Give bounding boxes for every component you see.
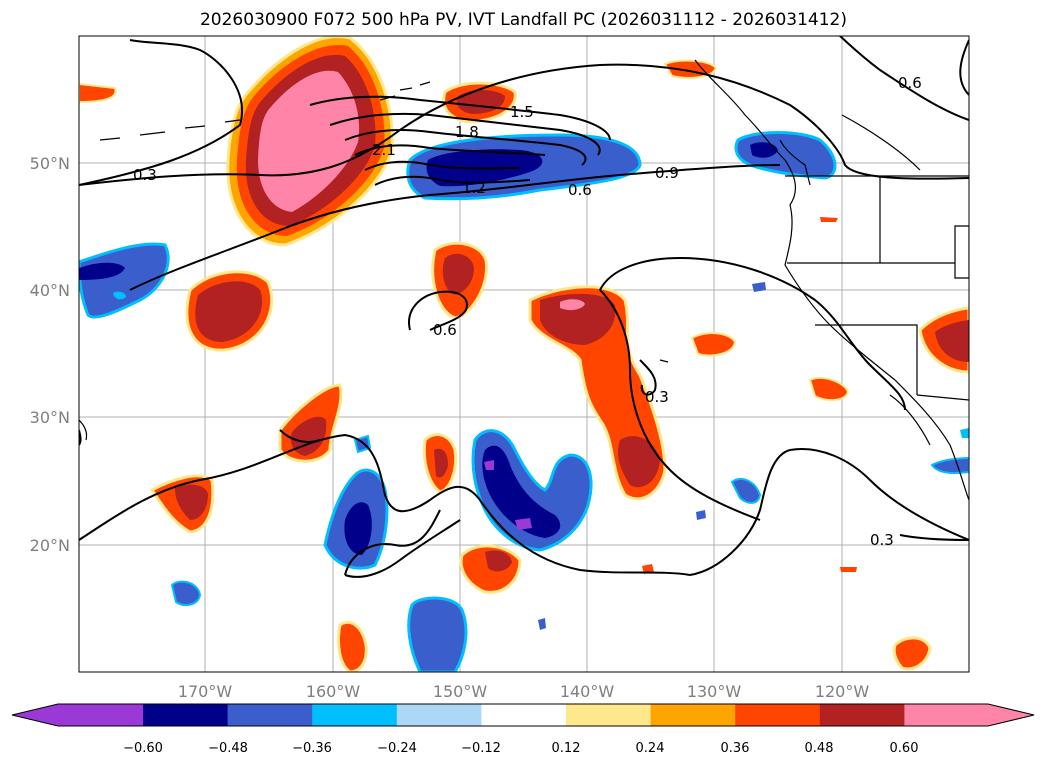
lat-label: 50°N xyxy=(30,154,70,173)
contour-label-group: 0.3 0.6 0.9 1.2 1.5 1.8 2.1 0.6 0.3 0.3 … xyxy=(133,74,922,549)
contour-label: 0.3 xyxy=(133,166,157,184)
anomaly-blob-positive xyxy=(808,376,850,402)
colorbar-tick-label: −0.12 xyxy=(461,741,501,756)
anomaly-blob-negative xyxy=(752,282,766,292)
colorbar xyxy=(11,703,1035,727)
anomaly-blob-negative xyxy=(696,510,706,520)
colorbar-tick-label: 0.12 xyxy=(552,741,581,756)
colorbar-tick-label: 0.48 xyxy=(805,741,834,756)
contour-label: 0.6 xyxy=(433,321,457,339)
contour-label: 0.3 xyxy=(870,531,894,549)
lon-label: 170°W xyxy=(178,682,233,701)
anomaly-blob-negative xyxy=(730,477,762,504)
colorbar-tick-label: −0.36 xyxy=(292,741,332,756)
anomaly-blob-positive xyxy=(336,620,368,672)
colorbar-tick-label: −0.60 xyxy=(123,741,163,756)
colorbar-bin xyxy=(566,704,652,726)
anomaly-blob-negative xyxy=(484,460,494,470)
lon-label: 150°W xyxy=(433,682,488,701)
map-title: 2026030900 F072 500 hPa PV, IVT Landfall… xyxy=(199,10,847,30)
anomaly-blob-positive xyxy=(840,567,857,572)
positive-anomaly-regions xyxy=(79,36,969,672)
anomaly-blob-positive xyxy=(434,448,448,478)
colorbar-ticks: −0.60 −0.48 −0.36 −0.24 −0.12 0.12 0.24 … xyxy=(123,741,918,756)
contour-label: 0.6 xyxy=(568,181,592,199)
colorbar-tick-label: 0.36 xyxy=(721,741,750,756)
anomaly-blob-negative xyxy=(482,445,561,538)
longitude-labels: 170°W 160°W 150°W 140°W 130°W 120°W xyxy=(178,682,870,701)
anomaly-blob-negative xyxy=(344,502,372,555)
anomaly-blob-positive xyxy=(442,253,474,295)
colorbar-bin xyxy=(143,704,229,726)
anomaly-blob-negative xyxy=(407,596,468,672)
anomaly-blob-negative xyxy=(79,262,125,280)
anomaly-blob-positive xyxy=(820,217,838,222)
anomaly-blob-positive xyxy=(560,299,585,311)
colorbar-tick-label: −0.48 xyxy=(208,741,248,756)
anomaly-blob-negative xyxy=(515,518,532,530)
colorbar-bin xyxy=(396,704,482,726)
colorbar-bin xyxy=(819,704,905,726)
colorbar-bin xyxy=(227,704,313,726)
map-area xyxy=(79,36,969,672)
anomaly-blob-positive xyxy=(195,281,263,342)
lon-label: 140°W xyxy=(560,682,615,701)
anomaly-blob-positive xyxy=(618,436,660,488)
lat-label: 30°N xyxy=(30,408,70,427)
anomaly-blob-positive xyxy=(485,550,512,572)
colorbar-bin xyxy=(312,704,398,726)
anomaly-blob-positive xyxy=(892,636,932,671)
colorbar-bin xyxy=(735,704,821,726)
colorbar-extend-max xyxy=(988,704,1034,726)
anomaly-blob-positive xyxy=(642,564,654,574)
colorbar-outline xyxy=(11,703,1035,727)
contour-label: 1.8 xyxy=(455,123,479,141)
contour-lines xyxy=(79,36,969,578)
anomaly-blob-positive xyxy=(175,484,208,520)
lon-label: 130°W xyxy=(687,682,742,701)
anomaly-blob-negative xyxy=(538,618,546,630)
map-border xyxy=(78,35,970,673)
colorbar-tick-label: 0.24 xyxy=(636,741,665,756)
colorbar-bin xyxy=(650,704,736,726)
anomaly-blob-negative xyxy=(170,580,202,607)
latitude-labels: 50°N 40°N 30°N 20°N xyxy=(30,154,70,555)
contour-label: 0.6 xyxy=(898,74,922,92)
lat-label: 40°N xyxy=(30,281,70,300)
coastlines xyxy=(79,59,969,501)
anomaly-blob-negative xyxy=(79,242,170,319)
colorbar-bin xyxy=(904,704,988,726)
contour-label: 2.1 xyxy=(372,141,396,159)
contour-label: 1.2 xyxy=(462,179,486,197)
anomaly-blob-negative xyxy=(930,456,969,475)
anomaly-blob-negative xyxy=(960,428,969,438)
colorbar-tick-label: −0.24 xyxy=(377,741,417,756)
anomaly-blob-positive xyxy=(258,70,360,212)
colorbar-bin xyxy=(58,704,143,726)
lon-label: 160°W xyxy=(306,682,361,701)
lat-label: 20°N xyxy=(30,536,70,555)
anomaly-blob-positive xyxy=(690,332,737,357)
colorbar-bin xyxy=(481,704,567,726)
colorbar-tick-label: 0.60 xyxy=(890,741,919,756)
contour-label: 0.3 xyxy=(645,388,669,406)
anomaly-blob-negative xyxy=(750,142,778,158)
contour-label: 1.5 xyxy=(510,103,534,121)
contour-label: 0.9 xyxy=(655,164,679,182)
anomaly-blob-positive xyxy=(540,293,616,345)
lon-label: 120°W xyxy=(815,682,870,701)
colorbar-extend-min xyxy=(12,704,58,726)
anomaly-blob-negative xyxy=(113,291,126,300)
anomaly-blob-positive xyxy=(935,320,969,362)
